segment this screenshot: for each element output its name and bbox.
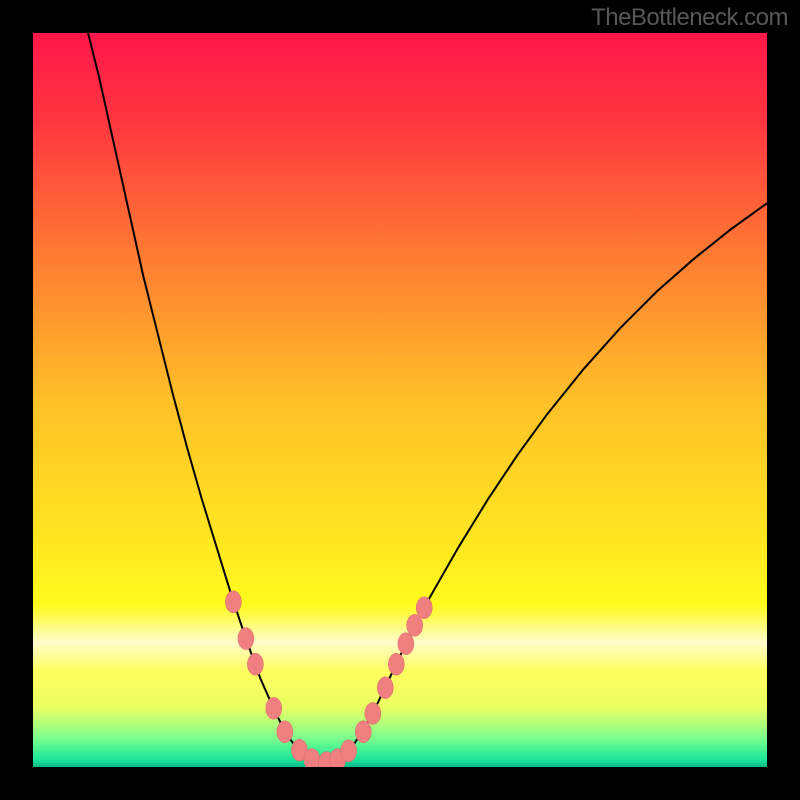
curve-marker [341, 740, 357, 762]
chart-svg [33, 33, 767, 767]
curve-marker [416, 597, 432, 619]
curve-marker [277, 721, 293, 743]
curve-marker [365, 702, 381, 724]
curve-marker [266, 697, 282, 719]
curve-marker [247, 653, 263, 675]
curve-marker [377, 677, 393, 699]
curve-marker [304, 749, 320, 767]
chart-container [33, 33, 767, 767]
curve-marker [225, 591, 241, 613]
curve-marker [388, 653, 404, 675]
curve-marker [398, 633, 414, 655]
watermark-text: TheBottleneck.com [591, 4, 788, 32]
curve-marker [355, 721, 371, 743]
curve-marker [238, 628, 254, 650]
